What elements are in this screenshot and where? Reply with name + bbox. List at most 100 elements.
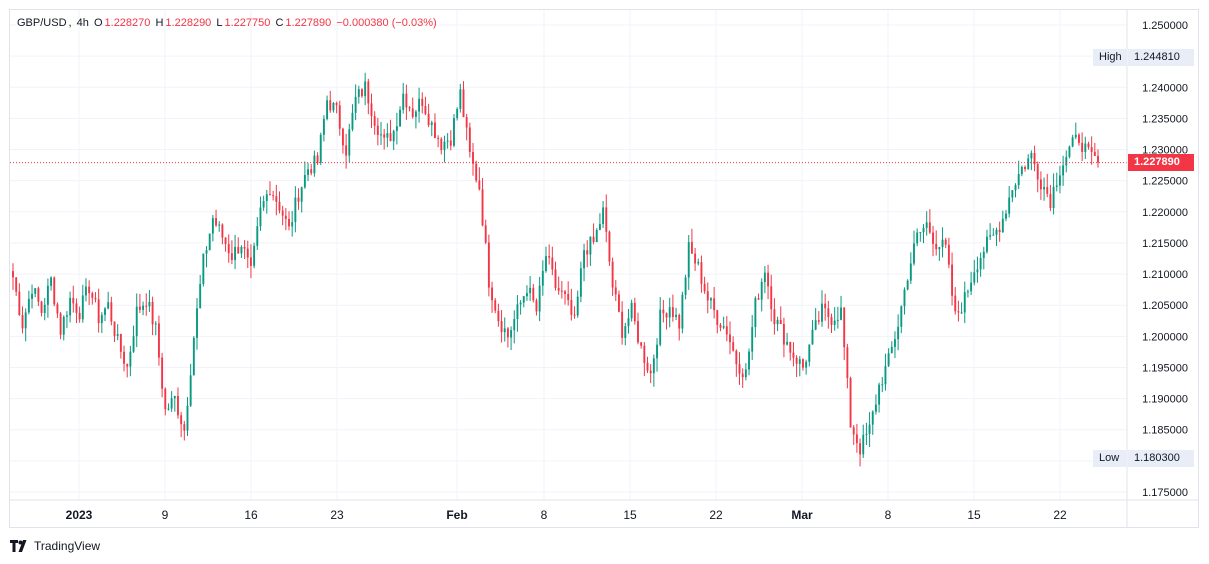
candle bbox=[1043, 177, 1046, 201]
period-high-value: 1.244810 bbox=[1128, 48, 1194, 66]
candle bbox=[1017, 160, 1020, 190]
candle bbox=[827, 300, 830, 329]
candle bbox=[56, 302, 59, 319]
candle bbox=[104, 307, 106, 322]
candle bbox=[598, 213, 601, 231]
candle bbox=[262, 195, 265, 211]
candle bbox=[173, 395, 176, 412]
candle bbox=[78, 306, 81, 323]
candle bbox=[475, 160, 478, 183]
candle bbox=[132, 325, 135, 353]
candle bbox=[81, 284, 84, 323]
candle bbox=[719, 323, 722, 332]
candle bbox=[840, 295, 842, 321]
candle bbox=[713, 286, 716, 319]
candle bbox=[621, 301, 624, 345]
candle bbox=[361, 88, 363, 98]
candle bbox=[725, 316, 728, 342]
candle bbox=[789, 341, 792, 361]
candle bbox=[633, 297, 636, 325]
candle bbox=[894, 331, 896, 359]
candle bbox=[402, 82, 405, 114]
candle bbox=[757, 293, 760, 300]
candle bbox=[300, 186, 303, 213]
candle bbox=[1033, 145, 1036, 172]
tradingview-logo[interactable]: TradingView bbox=[10, 539, 100, 553]
x-tick-label: 15 bbox=[967, 508, 981, 522]
y-tick-label: 1.210000 bbox=[1142, 269, 1188, 281]
candle bbox=[186, 397, 189, 437]
candle bbox=[684, 274, 687, 300]
candle bbox=[767, 264, 770, 300]
candle bbox=[941, 227, 944, 258]
candle bbox=[703, 276, 706, 294]
candle bbox=[1090, 136, 1093, 165]
candle bbox=[694, 247, 697, 271]
candle bbox=[218, 221, 221, 232]
candle bbox=[748, 348, 750, 376]
candle bbox=[938, 246, 941, 261]
candle bbox=[1039, 171, 1042, 200]
x-tick-label: 23 bbox=[330, 508, 344, 522]
candle bbox=[966, 289, 969, 298]
candle bbox=[640, 342, 643, 349]
candle bbox=[376, 117, 379, 146]
candle bbox=[833, 307, 836, 331]
candle bbox=[348, 123, 351, 163]
candle bbox=[522, 295, 525, 308]
candle bbox=[795, 355, 798, 378]
candles bbox=[12, 72, 1099, 467]
candle bbox=[925, 211, 928, 236]
candle bbox=[383, 128, 386, 150]
candle bbox=[903, 287, 906, 315]
candle bbox=[1001, 210, 1004, 233]
time-axis[interactable]: 2023 9 16 23 Feb 8 15 22 Mar 8 15 22 bbox=[66, 508, 1067, 522]
candle bbox=[690, 228, 693, 254]
candle bbox=[243, 240, 246, 260]
candle bbox=[792, 342, 795, 367]
candle bbox=[510, 326, 513, 351]
candle bbox=[126, 363, 129, 378]
candle bbox=[414, 109, 417, 129]
candle bbox=[119, 333, 122, 359]
symbol-interval[interactable]: 4h bbox=[76, 17, 89, 29]
candle bbox=[288, 211, 290, 231]
candle bbox=[763, 266, 766, 294]
symbol-separator: , bbox=[68, 17, 72, 29]
y-tick-label: 1.220000 bbox=[1142, 207, 1188, 219]
low-label: L bbox=[216, 17, 223, 29]
candle bbox=[497, 303, 500, 327]
candle bbox=[335, 101, 338, 114]
candle bbox=[53, 276, 56, 307]
symbol-pair[interactable]: GBP/USD bbox=[17, 17, 67, 29]
candle bbox=[630, 299, 633, 322]
candle bbox=[481, 178, 484, 227]
chart-frame[interactable] bbox=[9, 9, 1199, 528]
price-axis[interactable]: 1.2500001.2450001.2400001.2350001.230000… bbox=[1142, 20, 1188, 499]
candle bbox=[614, 280, 617, 302]
candle bbox=[215, 209, 217, 227]
candle bbox=[157, 315, 160, 366]
candle bbox=[468, 122, 471, 158]
candle bbox=[595, 228, 598, 243]
y-tick-label: 1.175000 bbox=[1142, 487, 1188, 499]
last-price-tag: 1.227890 bbox=[1128, 154, 1194, 172]
candle bbox=[269, 181, 271, 196]
candle bbox=[973, 259, 976, 286]
candle bbox=[982, 246, 985, 270]
candle bbox=[541, 260, 544, 296]
candle bbox=[205, 246, 208, 268]
change-value: −0.000380 (−0.03%) bbox=[336, 17, 437, 29]
period-high-label: High bbox=[1093, 48, 1127, 66]
candle bbox=[846, 343, 849, 389]
candle bbox=[211, 214, 214, 242]
candle bbox=[1074, 122, 1077, 140]
candle bbox=[370, 93, 373, 129]
candle bbox=[456, 107, 459, 121]
candle bbox=[284, 208, 287, 231]
candle bbox=[671, 294, 674, 322]
candle bbox=[922, 224, 925, 244]
y-tick-label: 1.235000 bbox=[1142, 113, 1188, 125]
y-tick-label: 1.240000 bbox=[1142, 82, 1188, 94]
